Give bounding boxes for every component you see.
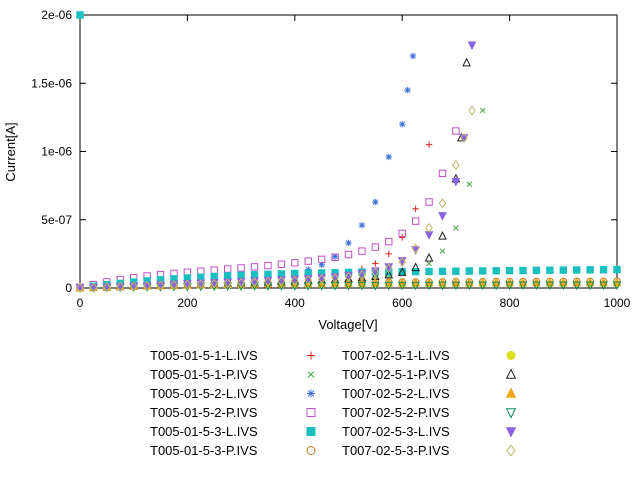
y-tick-label: 2e-06 xyxy=(41,8,72,22)
circle-open-marker-icon xyxy=(306,446,316,455)
y-axis-label: Current[A] xyxy=(3,122,18,181)
legend-label: T005-01-5-1-L.IVS xyxy=(150,348,258,363)
legend-label: T005-01-5-2-P.IVS xyxy=(150,405,258,420)
iv-curve-plot: Current[A] Voltage[V] 0 200 400 600 800 1000 0… xyxy=(3,8,631,332)
y-tick-label: 0 xyxy=(65,281,72,295)
series-T005-01-5-1-P.IVS xyxy=(77,107,486,291)
legend-label: T005-01-5-2-L.IVS xyxy=(150,386,258,401)
plot-border xyxy=(79,14,618,289)
legend-label: T005-01-5-3-L.IVS xyxy=(150,424,258,439)
legend-label: T007-02-5-1-L.IVS xyxy=(342,348,450,363)
x-tick-label: 1000 xyxy=(604,296,631,310)
y-tick-label: 5e-07 xyxy=(41,213,72,227)
plus-marker-icon xyxy=(307,351,315,360)
x-axis-label: Voltage[V] xyxy=(318,317,377,332)
asterisk-marker-icon xyxy=(307,389,315,398)
legend-label: T007-02-5-1-P.IVS xyxy=(342,367,450,382)
diamond-open-marker-icon xyxy=(506,444,516,457)
legend-label: T007-02-5-2-P.IVS xyxy=(342,405,450,420)
legend-label: T005-01-5-1-P.IVS xyxy=(150,367,258,382)
gnuplot-window: Current[A] Voltage[V] 0 200 400 600 800 1000 0… xyxy=(3,8,631,460)
series-T007-02-5-3-L.IVS xyxy=(75,41,477,293)
cross-marker-icon xyxy=(307,371,315,378)
square-filled-marker-icon xyxy=(306,427,316,436)
y-tick-label: 1.5e-06 xyxy=(31,76,72,90)
legend-label: T005-01-5-3-P.IVS xyxy=(150,443,258,458)
chart-legend: T005-01-5-1-L.IVS T007-02-5-1-L.IVS T005-0… xyxy=(150,346,540,460)
legend-label: T007-02-5-2-L.IVS xyxy=(342,386,450,401)
series-T007-02-5-1-P.IVS xyxy=(75,57,471,292)
legend-label: T007-02-5-3-P.IVS xyxy=(342,443,450,458)
series-T005-01-5-2-L.IVS xyxy=(76,52,417,291)
x-tick-label: 800 xyxy=(500,296,520,310)
triangle-down-open-marker-icon xyxy=(505,408,517,419)
x-tick-label: 200 xyxy=(177,296,197,310)
x-tick-label: 400 xyxy=(285,296,305,310)
circle-filled-marker-icon xyxy=(506,351,516,360)
series-T005-01-5-3-L.IVS xyxy=(76,11,621,290)
square-open-marker-icon xyxy=(306,408,316,417)
triangle-up-open-marker-icon xyxy=(505,368,517,379)
triangle-up-filled-marker-icon xyxy=(505,387,517,398)
triangle-down-filled-marker-icon xyxy=(505,427,517,438)
y-tick-label: 1e-06 xyxy=(41,145,72,159)
series-T007-02-5-3-P.IVS xyxy=(76,105,476,293)
x-tick-label: 600 xyxy=(392,296,412,310)
x-tick-label: 0 xyxy=(77,296,84,310)
legend-label: T007-02-5-3-L.IVS xyxy=(342,424,450,439)
